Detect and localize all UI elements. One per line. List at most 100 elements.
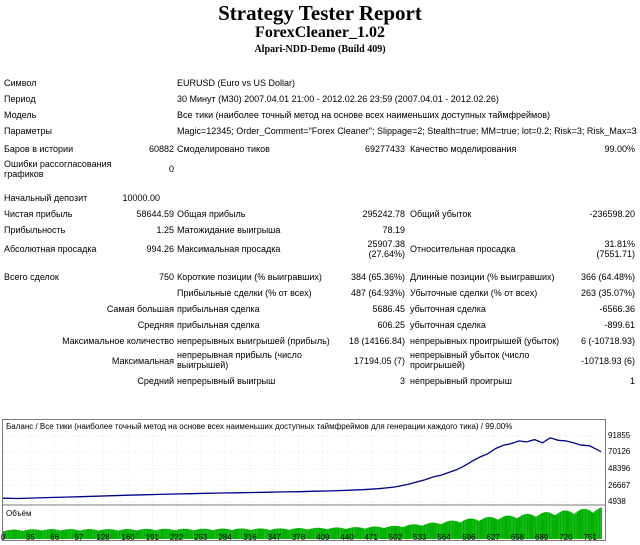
volume-bar [160,529,163,539]
period-label: Период [4,94,36,104]
volume-bar [68,529,71,539]
volume-bar [10,529,13,539]
volume-bar [551,513,554,539]
volume-bar [337,527,340,539]
volume-bar [251,529,254,539]
volume-bar [3,531,5,539]
volume-bar [193,530,196,539]
volume-bar [134,530,136,539]
loss-trades-value: 263 (35.07%) [580,288,635,298]
volume-bar [476,520,479,539]
volume-bar [595,510,598,539]
volume-bar [153,529,155,539]
volume-bar [278,528,280,539]
volume-bar [63,529,66,539]
volume-bar [520,515,523,539]
volume-bar [483,518,485,539]
avg-consecutive-losses-label: непрерывный проигрыш [410,376,512,386]
volume-bar [321,528,324,539]
volume-bar [23,530,25,539]
volume-bar [553,514,555,539]
volume-bar [351,527,354,539]
x-tick-label: 751 [583,533,597,542]
volume-bar [220,528,222,539]
profit-trades-value: 487 (64.93%) [350,288,405,298]
volume-bar [121,529,124,539]
volume-bar [439,523,441,539]
maximal-profit-value: 17194.05 (7) [353,356,405,366]
volume-bar [575,512,577,539]
x-axis-labels: 0 35 66 97 128 160 191 222 253 284 316 347 378 409 440… [0,530,640,542]
y-tick-label: 91855 [608,431,631,440]
volume-bar [376,526,379,539]
volume-bar [525,513,527,539]
volume-bar [165,528,168,539]
relative-drawdown-label: Относительная просадка [410,244,516,254]
maximal-loss-value: -10718.93 (6) [580,356,635,366]
volume-bar [276,528,279,539]
volume-bar [431,522,434,539]
volume-bar [173,530,176,539]
volume-bar [32,529,35,539]
volume-bar [317,527,319,539]
volume-bar [576,511,579,539]
volume-bar [372,526,374,539]
volume-bar [315,527,318,539]
volume-bar [339,527,341,539]
volume-bar [561,511,563,539]
volume-bar [228,529,230,539]
volume-bar [37,529,39,539]
volume-bar [465,519,468,539]
volume-bar [243,528,246,539]
volume-bar [15,529,18,539]
volume-bar [34,529,36,539]
volume-bar [536,516,538,539]
volume-bar [451,520,454,539]
loss-trades-label: Убыточные сделки (% от всех) [410,288,538,298]
volume-bar [586,509,588,539]
volume-bar [40,530,43,539]
volume-bar [597,508,599,539]
volume-bar [392,525,394,539]
volume-bar [598,508,601,539]
max-consecutive-wins-value: 18 (14166.84) [348,336,405,346]
volume-bar [492,517,495,539]
volume-bar [200,528,202,539]
volume-bar [262,528,265,539]
volume-bar [156,530,158,539]
volume-bar [60,530,63,539]
volume-bar [454,521,457,539]
expected-payoff-label: Матожидание выигрыша [177,225,281,235]
volume-bar [487,517,490,539]
volume-bar [523,514,526,539]
volume-bar [48,529,50,539]
volume-bar [239,528,241,539]
volume-bar [350,527,352,539]
volume-bar [464,519,466,539]
volume-bar [259,528,262,539]
volume-bar [123,529,125,539]
volume-bar [49,529,52,539]
volume-bar [115,530,118,539]
ticks-label: Смоделировано тиков [177,144,270,154]
x-tick-label: 596 [462,533,476,542]
volume-bar [429,522,432,539]
x-tick-label: 440 [340,533,354,542]
volume-bar [149,529,152,539]
volume-bar [340,527,343,539]
volume-bar [142,529,144,539]
volume-bar [206,528,208,539]
volume-bar [170,529,172,539]
volume-bar [18,530,21,539]
volume-bar [229,529,232,539]
volume-bar [223,528,226,539]
bars-label: Баров в истории [4,144,74,154]
volume-bar [589,510,591,539]
volume-bar [329,528,332,539]
volume-bar [428,523,430,539]
x-tick-label: 316 [243,533,257,542]
y-tick-label: 48396 [608,464,631,473]
volume-bar [368,527,371,539]
volume-bar [475,519,477,539]
volume-bar [31,529,33,539]
